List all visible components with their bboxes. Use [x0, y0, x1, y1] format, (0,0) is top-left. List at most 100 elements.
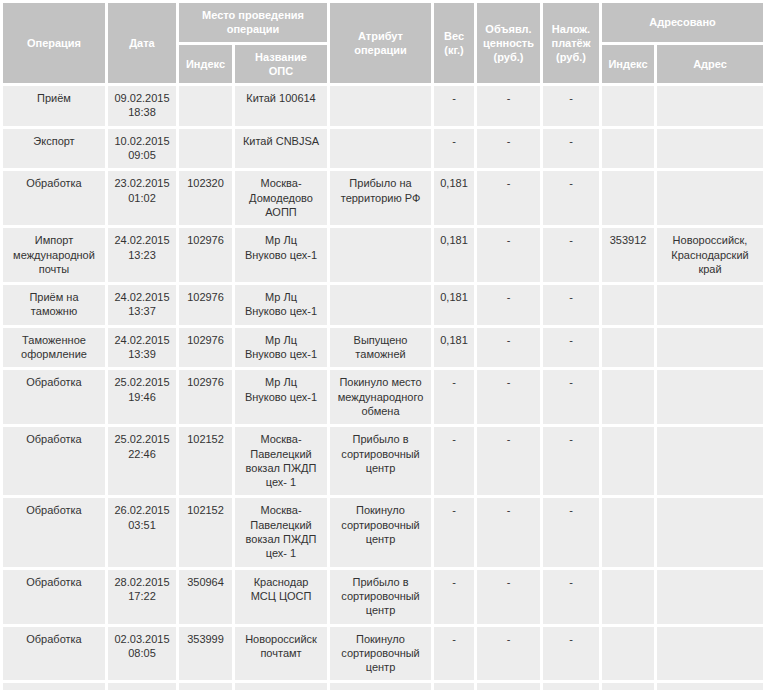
- col-header-addressed-group: Адресовано: [602, 3, 763, 42]
- cell-place-name: Мр Лц Внуково цех-1: [235, 370, 327, 424]
- cell-attribute: Покинуло сортировочный центр: [330, 627, 431, 681]
- cell-place-name: Новороссийск почтамт: [235, 627, 327, 681]
- col-header-operation: Операция: [3, 3, 105, 83]
- cell-addr-index: [602, 370, 654, 424]
- cell-place-index: 102976: [179, 285, 232, 325]
- cell-place-index: 102152: [179, 498, 232, 566]
- cell-place-index: 102320: [179, 171, 232, 225]
- cell-cod: -: [543, 370, 599, 424]
- col-header-attribute: Атрибут операции: [330, 3, 431, 83]
- cell-declared-value: -: [477, 86, 540, 126]
- cell-declared-value: -: [477, 570, 540, 624]
- cell-attribute: [330, 86, 431, 126]
- cell-place-index: 102152: [179, 427, 232, 495]
- cell-address: Новороссийск, Краснодарский край: [657, 228, 763, 282]
- cell-cod: -: [543, 498, 599, 566]
- cell-date: 28.02.2015 17:22: [108, 570, 176, 624]
- col-header-weight: Вес (кг.): [434, 3, 474, 83]
- cell-addr-index: 353912: [602, 228, 654, 282]
- cell-declared-value: -: [477, 370, 540, 424]
- col-header-place-group: Место проведения операции: [179, 3, 327, 42]
- cell-declared-value: -: [477, 171, 540, 225]
- cell-place-index: [179, 86, 232, 126]
- cell-declared-value: -: [477, 228, 540, 282]
- cell-weight: 0,181: [434, 328, 474, 368]
- cell-place-name: Китай CNBJSA: [235, 129, 327, 169]
- cell-date: 24.02.2015 13:39: [108, 328, 176, 368]
- cell-cod: -: [543, 627, 599, 681]
- cell-attribute: Выпущено таможней: [330, 328, 431, 368]
- cell-weight: 0,181: [434, 171, 474, 225]
- cell-declared-value: -: [477, 627, 540, 681]
- table-row: Таможенное оформление 24.02.2015 13:39 1…: [3, 328, 763, 368]
- cell-weight: -: [434, 427, 474, 495]
- cell-cod: -: [543, 228, 599, 282]
- cell-operation: Обработка: [3, 370, 105, 424]
- cell-declared-value: -: [477, 427, 540, 495]
- cell-addr-index: [602, 328, 654, 368]
- cell-attribute: [330, 285, 431, 325]
- cell-address: [657, 370, 763, 424]
- cell-weight: -: [434, 129, 474, 169]
- col-header-addr-index: Индекс: [602, 45, 654, 84]
- cell-weight: 0,181: [434, 285, 474, 325]
- cell-attribute: Прибыло в место вручения: [330, 683, 431, 690]
- col-header-date: Дата: [108, 3, 176, 83]
- cell-attribute: [330, 228, 431, 282]
- col-header-declared-value: Объявл. ценность (руб.): [477, 3, 540, 83]
- cell-place-index: 353999: [179, 627, 232, 681]
- cell-addr-index: [602, 683, 654, 690]
- table-row: Обработка 25.02.2015 19:46 102976 Мр Лц …: [3, 370, 763, 424]
- cell-operation: Таможенное оформление: [3, 328, 105, 368]
- cell-addr-index: [602, 285, 654, 325]
- cell-addr-index: [602, 427, 654, 495]
- cell-address: [657, 86, 763, 126]
- col-header-cod: Налож. платёж (руб.): [543, 3, 599, 83]
- cell-date: 02.03.2015 08:05: [108, 627, 176, 681]
- cell-weight: 0,181: [434, 683, 474, 690]
- tracking-history-panel: Операция Дата Место проведения операции …: [0, 0, 766, 690]
- cell-place-name: Мр Лц Внуково цех-1: [235, 285, 327, 325]
- cell-place-name: Москва- Домодедово АОПП: [235, 171, 327, 225]
- cell-attribute: Покинуло место международного обмена: [330, 370, 431, 424]
- cell-declared-value: -: [477, 285, 540, 325]
- col-header-place-name: Название ОПС: [235, 45, 327, 84]
- cell-cod: -: [543, 86, 599, 126]
- table-row: Обработка 28.02.2015 17:22 350964 Красно…: [3, 570, 763, 624]
- cell-date: 24.02.2015 13:23: [108, 228, 176, 282]
- table-row: Обработка 25.02.2015 22:46 102152 Москва…: [3, 427, 763, 495]
- cell-addr-index: [602, 627, 654, 681]
- cell-place-index-link[interactable]: 353912: [179, 683, 232, 690]
- cell-declared-value: -: [477, 683, 540, 690]
- table-row: Обработка 02.03.2015 08:05 353999 Новоро…: [3, 627, 763, 681]
- table-row: Импорт международной почты 24.02.2015 13…: [3, 228, 763, 282]
- cell-address: [657, 285, 763, 325]
- cell-place-name: Краснодар МСЦ ЦОСП: [235, 570, 327, 624]
- cell-addr-index: [602, 86, 654, 126]
- cell-cod: -: [543, 285, 599, 325]
- cell-operation: Обработка: [3, 427, 105, 495]
- table-row: Обработка 26.02.2015 03:51 102152 Москва…: [3, 498, 763, 566]
- col-header-addr-address: Адрес: [657, 45, 763, 84]
- cell-date: 25.02.2015 19:46: [108, 370, 176, 424]
- cell-weight: -: [434, 570, 474, 624]
- cell-address: [657, 427, 763, 495]
- cell-attribute: Прибыло в сортировочный центр: [330, 427, 431, 495]
- cell-place-index: 350964: [179, 570, 232, 624]
- cell-address: [657, 570, 763, 624]
- cell-weight: -: [434, 86, 474, 126]
- cell-date: 09.02.2015 18:38: [108, 86, 176, 126]
- cell-date: 24.02.2015 13:37: [108, 285, 176, 325]
- cell-date: 25.02.2015 22:46: [108, 427, 176, 495]
- cell-place-name: Москва- Павелецкий вокзал ПЖДП цех- 1: [235, 498, 327, 566]
- cell-place-index: 102976: [179, 328, 232, 368]
- cell-operation: Обработка: [3, 683, 105, 690]
- cell-address: [657, 328, 763, 368]
- cell-addr-index: [602, 129, 654, 169]
- cell-operation: Экспорт: [3, 129, 105, 169]
- cell-address: [657, 498, 763, 566]
- cell-cod: -: [543, 683, 599, 690]
- cell-cod: -: [543, 129, 599, 169]
- cell-addr-index: [602, 498, 654, 566]
- cell-address: [657, 171, 763, 225]
